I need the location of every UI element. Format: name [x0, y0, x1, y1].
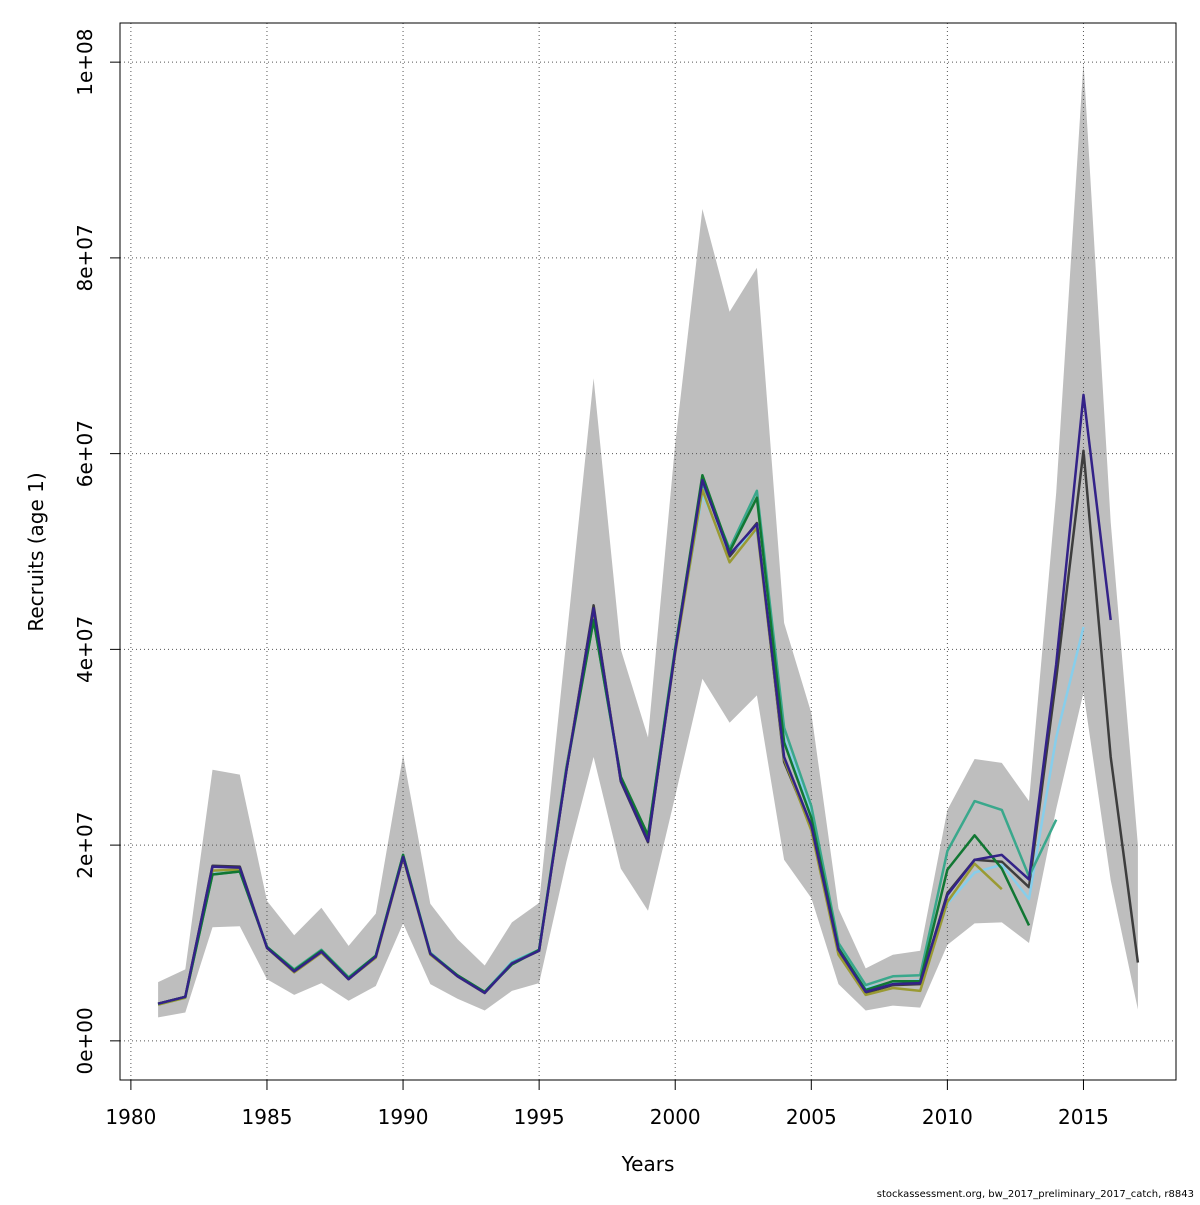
y-tick-label: 0e+00	[73, 1007, 97, 1074]
confidence-band-layer	[158, 62, 1138, 1018]
x-tick-label: 2000	[650, 1105, 701, 1129]
y-tick-label: 6e+07	[73, 420, 97, 487]
x-tick-label: 1980	[105, 1105, 156, 1129]
x-axis-title: Years	[621, 1152, 675, 1176]
x-tick-label: 2005	[786, 1105, 837, 1129]
grid-layer	[120, 23, 1176, 1080]
axis-layer: 1980 1985 1990 1995 2000 2005 2010 2015 0e+00 2e+…	[73, 28, 1109, 1129]
x-tick-label: 1985	[242, 1105, 293, 1129]
x-tick-label: 2015	[1058, 1105, 1109, 1129]
series-line-6	[157, 393, 1112, 1005]
x-tick-label: 2010	[922, 1105, 973, 1129]
y-tick-label: 1e+08	[73, 28, 97, 95]
series-layer	[157, 393, 1140, 1006]
source-footnote: stockassessment.org, bw_2017_preliminary…	[877, 1189, 1194, 1200]
x-tick-label: 1995	[514, 1105, 565, 1129]
y-axis-title: Recruits (age 1)	[24, 472, 48, 631]
x-tick-label: 1990	[378, 1105, 429, 1129]
y-tick-label: 8e+07	[73, 224, 97, 291]
y-tick-label: 2e+07	[73, 811, 97, 878]
y-tick-label: 4e+07	[73, 616, 97, 683]
confidence-band	[158, 62, 1138, 1018]
